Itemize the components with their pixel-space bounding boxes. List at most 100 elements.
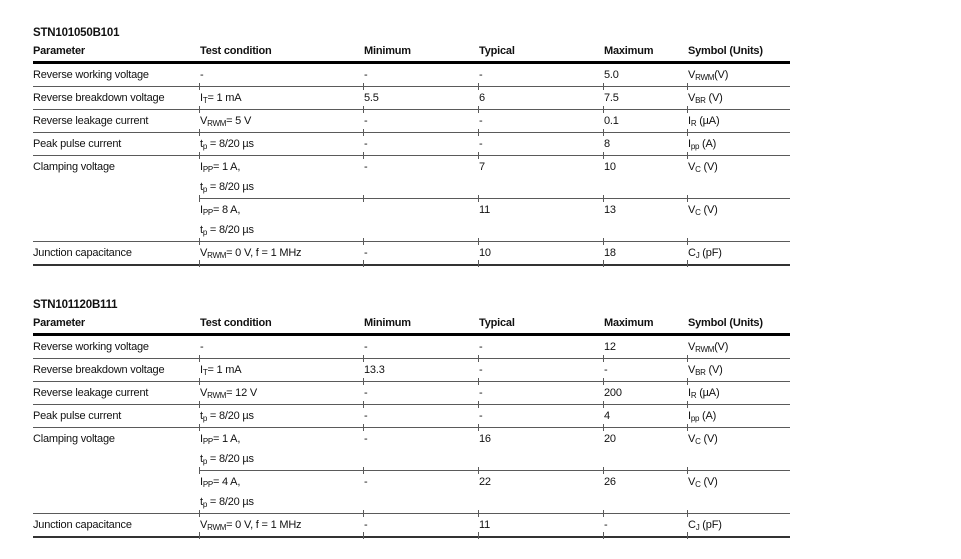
table-row: Peak pulse current tp = 8/20 µs - - 8 Ip… xyxy=(33,132,790,159)
parameters-table: Parameter Test condition Minimum Typical… xyxy=(33,43,790,266)
cell-test-condition: IT= 1 mA xyxy=(199,358,364,385)
cell-maximum: 12 xyxy=(603,334,688,361)
cell-typical: 22 xyxy=(478,470,604,517)
cell-maximum: - xyxy=(603,513,688,538)
cell-symbol: VRWM(V) xyxy=(687,334,790,361)
cell-symbol: VC (V) xyxy=(687,155,790,202)
header-row: Parameter Test condition Minimum Typical… xyxy=(33,315,790,336)
cell-minimum: - xyxy=(363,132,479,159)
condition-line-2: tp = 8/20 µs xyxy=(200,496,254,509)
cell-symbol: Ipp (A) xyxy=(687,404,790,431)
table-title: STN101120B111 xyxy=(33,299,118,311)
cell-maximum: 5.0 xyxy=(603,62,688,89)
cell-symbol: CJ (pF) xyxy=(687,513,790,538)
cell-parameter: Reverse breakdown voltage xyxy=(33,86,200,110)
cell-minimum: - xyxy=(363,513,479,538)
cell-minimum: 13.3 xyxy=(363,358,479,385)
cell-minimum: - xyxy=(363,109,479,136)
cell-maximum: 10 xyxy=(603,155,688,202)
table-row: Clamping voltage IPP= 1 A, tp = 8/20 µs … xyxy=(33,155,790,202)
spec-table-stn101050b101: STN101050B101 Parameter Test condition M… xyxy=(33,27,790,266)
table-row: IPP= 8 A, tp = 8/20 µs 11 13 VC (V) xyxy=(33,198,790,245)
column-header-minimum: Minimum xyxy=(364,43,479,64)
cell-symbol: VC (V) xyxy=(687,427,790,474)
cell-test-condition: - xyxy=(199,62,364,89)
cell-parameter xyxy=(33,198,200,242)
column-header-parameter: Parameter xyxy=(33,43,200,64)
cell-maximum: 4 xyxy=(603,404,688,431)
table-row: Clamping voltage IPP= 1 A, tp = 8/20 µs … xyxy=(33,427,790,474)
cell-typical: 10 xyxy=(478,241,604,266)
cell-minimum: - xyxy=(363,427,479,474)
cell-minimum: - xyxy=(363,470,479,517)
cell-parameter: Peak pulse current xyxy=(33,132,200,156)
cell-maximum: 13 xyxy=(603,198,688,245)
cell-test-condition: VRWM= 12 V xyxy=(199,381,364,408)
cell-minimum: - xyxy=(363,381,479,408)
table-row: Reverse working voltage - - - 5.0 VRWM(V… xyxy=(33,62,790,89)
cell-maximum: - xyxy=(603,358,688,385)
cell-maximum: 20 xyxy=(603,427,688,474)
condition-line-1: IPP= 1 A, xyxy=(200,161,241,174)
cell-test-condition: IPP= 4 A, tp = 8/20 µs xyxy=(199,470,364,517)
cell-typical: - xyxy=(478,334,604,361)
cell-maximum: 18 xyxy=(603,241,688,266)
cell-symbol: VBR (V) xyxy=(687,86,790,113)
condition-line-2: tp = 8/20 µs xyxy=(200,224,254,237)
cell-parameter: Junction capacitance xyxy=(33,241,200,266)
table-row: Reverse leakage current VRWM= 5 V - - 0.… xyxy=(33,109,790,136)
cell-test-condition: IT= 1 mA xyxy=(199,86,364,113)
column-header-typical: Typical xyxy=(479,315,604,336)
cell-typical: - xyxy=(478,132,604,159)
table-title: STN101050B101 xyxy=(33,27,120,39)
column-header-maximum: Maximum xyxy=(604,315,688,336)
table-row: Reverse working voltage - - - 12 VRWM(V) xyxy=(33,334,790,361)
cell-minimum: - xyxy=(363,334,479,361)
cell-minimum xyxy=(363,198,479,245)
cell-minimum: - xyxy=(363,62,479,89)
cell-parameter: Clamping voltage xyxy=(33,161,115,173)
cell-maximum: 0.1 xyxy=(603,109,688,136)
table-row: Reverse leakage current VRWM= 12 V - - 2… xyxy=(33,381,790,408)
cell-symbol: Ipp (A) xyxy=(687,132,790,159)
cell-test-condition: IPP= 1 A, tp = 8/20 µs xyxy=(199,155,364,202)
condition-line-1: IPP= 4 A, xyxy=(200,476,241,489)
cell-symbol: IR (µA) xyxy=(687,109,790,136)
cell-maximum: 8 xyxy=(603,132,688,159)
cell-test-condition: tp = 8/20 µs xyxy=(199,132,364,159)
cell-parameter: Reverse leakage current xyxy=(33,381,200,405)
table-row: Reverse breakdown voltage IT= 1 mA 5.5 6… xyxy=(33,86,790,113)
table-row: Peak pulse current tp = 8/20 µs - - 4 Ip… xyxy=(33,404,790,431)
column-header-typical: Typical xyxy=(479,43,604,64)
column-header-test-condition: Test condition xyxy=(200,315,364,336)
header-row: Parameter Test condition Minimum Typical… xyxy=(33,43,790,64)
cell-parameter: Junction capacitance xyxy=(33,513,200,538)
cell-minimum: - xyxy=(363,155,479,202)
cell-symbol: VC (V) xyxy=(687,470,790,517)
cell-symbol: IR (µA) xyxy=(687,381,790,408)
cell-parameter: Reverse working voltage xyxy=(33,62,200,87)
column-header-minimum: Minimum xyxy=(364,315,479,336)
table-row: Reverse breakdown voltage IT= 1 mA 13.3 … xyxy=(33,358,790,385)
cell-typical: - xyxy=(478,358,604,385)
cell-test-condition: tp = 8/20 µs xyxy=(199,404,364,431)
cell-typical: 6 xyxy=(478,86,604,113)
cell-typical: 11 xyxy=(478,198,604,245)
cell-test-condition: VRWM= 0 V, f = 1 MHz xyxy=(199,241,364,266)
table-row: IPP= 4 A, tp = 8/20 µs - 22 26 VC (V) xyxy=(33,470,790,517)
cell-maximum: 7.5 xyxy=(603,86,688,113)
cell-symbol: VBR (V) xyxy=(687,358,790,385)
cell-parameter: Peak pulse current xyxy=(33,404,200,428)
cell-test-condition: IPP= 8 A, tp = 8/20 µs xyxy=(199,198,364,245)
cell-typical: - xyxy=(478,404,604,431)
column-header-symbol-units: Symbol (Units) xyxy=(688,43,790,64)
cell-symbol: VC (V) xyxy=(687,198,790,245)
cell-maximum: 200 xyxy=(603,381,688,408)
cell-typical: - xyxy=(478,62,604,89)
spec-table-stn101120b111: STN101120B111 Parameter Test condition M… xyxy=(33,299,790,538)
condition-line-2: tp = 8/20 µs xyxy=(200,453,254,466)
column-header-symbol-units: Symbol (Units) xyxy=(688,315,790,336)
cell-minimum: - xyxy=(363,404,479,431)
cell-typical: - xyxy=(478,381,604,408)
